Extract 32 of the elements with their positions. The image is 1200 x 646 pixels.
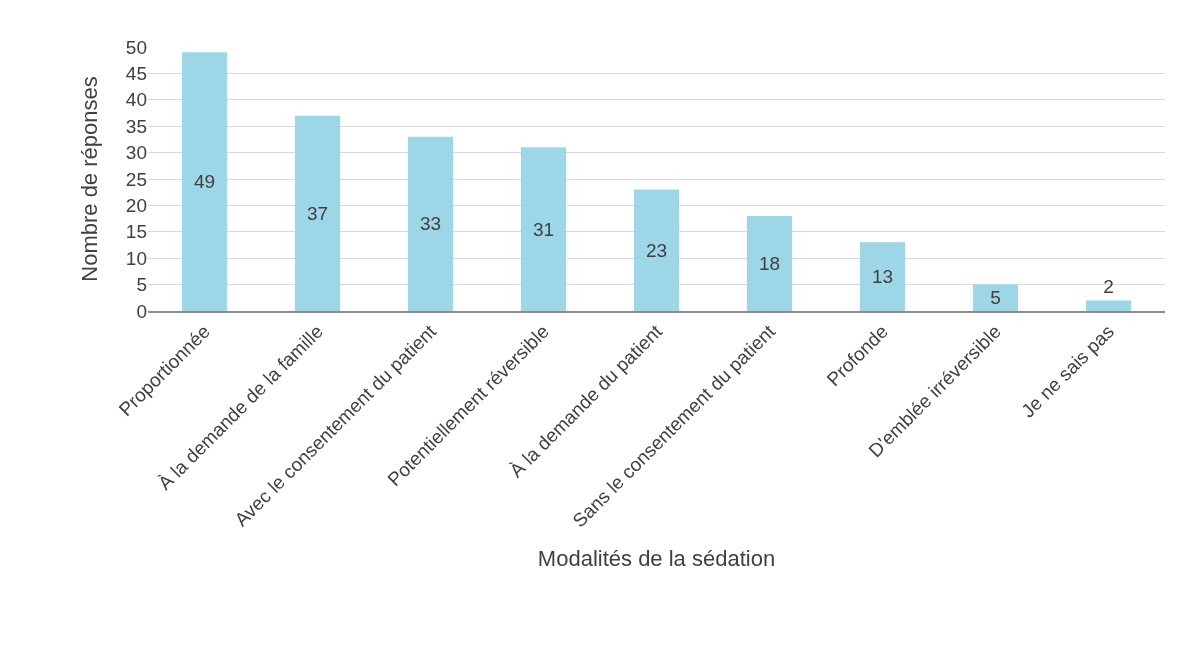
- bar: [181, 52, 228, 311]
- data-label: 31: [532, 218, 555, 240]
- y-tick-label: 40: [125, 89, 147, 111]
- data-label: 23: [645, 239, 668, 261]
- y-tick-label: 5: [136, 274, 147, 296]
- bar: [294, 115, 341, 311]
- bar: [746, 215, 793, 311]
- y-tick-label: 25: [125, 168, 147, 190]
- data-label: 2: [1103, 276, 1114, 298]
- y-tick-label: 35: [125, 115, 147, 137]
- bar: [972, 284, 1019, 311]
- data-label: 18: [758, 252, 781, 274]
- data-label: 5: [990, 287, 1001, 309]
- y-tick-label: 20: [125, 195, 147, 217]
- y-tick-label: 15: [125, 221, 147, 243]
- data-label: 37: [306, 202, 329, 224]
- bar: [1085, 300, 1132, 311]
- bar: [407, 136, 454, 311]
- x-axis-title: Modalités de la sédation: [537, 545, 776, 571]
- bar: [520, 147, 567, 311]
- data-label: 13: [871, 266, 894, 288]
- y-tick-label: 10: [125, 247, 147, 269]
- data-label: 49: [193, 171, 216, 193]
- bar: [633, 189, 680, 311]
- y-tick-label: 45: [125, 63, 147, 85]
- x-tick-label: Je ne sais pas: [1017, 320, 1119, 422]
- y-axis-title: Nombre de réponses: [76, 76, 102, 282]
- bar: [859, 242, 906, 311]
- y-tick-label: 0: [136, 300, 147, 322]
- y-tick-label: 50: [125, 36, 147, 58]
- data-label: 33: [419, 213, 442, 235]
- y-tick-label: 30: [125, 142, 147, 164]
